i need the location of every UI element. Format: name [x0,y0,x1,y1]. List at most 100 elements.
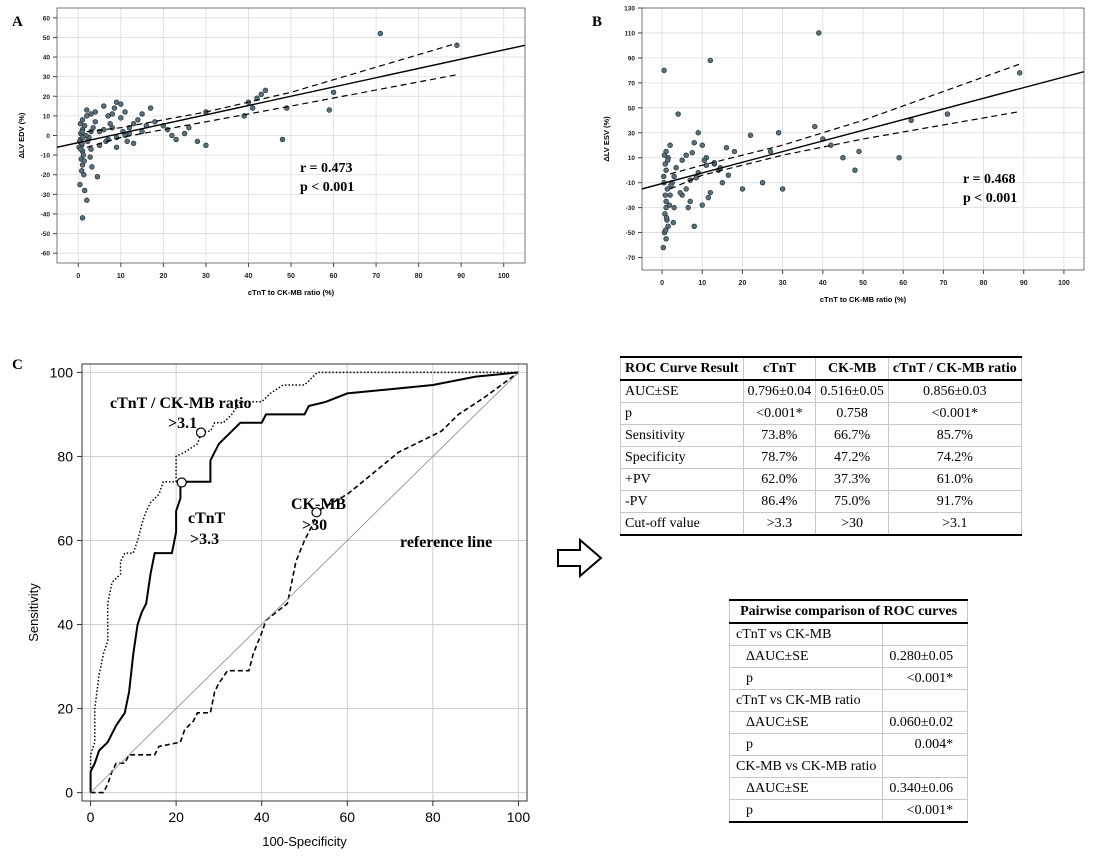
regression-line [642,70,1084,190]
y-tick-label: -20 [41,172,51,179]
roc-table-cell: 73.8% [742,424,817,447]
data-point [173,136,179,143]
data-point [84,107,90,113]
data-point [79,215,86,221]
curve-label-ckmb: CK-MB [291,496,346,513]
data-point [856,148,862,155]
pairwise-metric-label: ΔAUC±SE [728,645,884,668]
ci-lower-line [86,74,458,148]
data-point [695,130,701,136]
roc-table-cell: Cut-off value [620,512,744,536]
data-point [840,155,846,161]
x-axis-label: cTnT to CK-MB ratio (%) [248,288,335,297]
roc-table-cell: 0.758 [815,402,889,425]
roc-table-cell: <0.001* [742,402,817,425]
data-point [705,194,712,201]
roc-table-cell: <0.001* [887,402,1022,425]
pairwise-value-row: p <0.001* [728,667,969,690]
data-point [139,111,145,117]
x-tick-label: 40 [819,280,827,287]
data-point [739,186,746,192]
y-tick-label: 0 [65,785,73,801]
pairwise-metric-label: ΔAUC±SE [728,711,884,734]
y-tick-label: 10 [43,113,51,120]
y-tick-label: -60 [41,251,51,258]
data-point [667,192,673,198]
data-point [747,132,754,138]
pairwise-group-empty [882,622,969,646]
data-point [707,57,714,64]
data-point [663,214,670,221]
data-point [723,145,730,151]
y-tick-label: 130 [624,6,635,13]
data-point [662,161,669,167]
data-point [663,236,669,242]
data-point [663,167,669,173]
data-point [78,168,85,174]
x-tick-label: 90 [1020,280,1028,287]
data-point [683,186,689,192]
data-point [113,144,120,150]
data-point [852,167,858,173]
roc-curve-reference [90,372,519,793]
y-tick-label: 70 [628,80,636,87]
data-point [779,186,786,192]
data-point [679,157,685,163]
roc-header-cell: cTnT [742,356,817,381]
roc-table-cell: -PV [620,490,744,513]
data-point [660,244,666,251]
x-tick-label: 0 [76,273,80,280]
ci-lower-line [669,111,1020,190]
roc-table-cell: 0.856±0.03 [887,379,1022,403]
data-point [147,105,154,111]
roc-table-cell: >3.1 [887,512,1022,536]
roc-table-cell: 0.796±0.04 [742,379,817,403]
data-point [89,164,95,170]
data-point [88,111,94,117]
roc-table-row: Specificity 78.7% 47.2% 74.2% [620,446,1022,469]
data-point [828,142,834,148]
y-axis-label: Sensitivity [26,583,41,642]
roc-table-row: Sensitivity 73.8% 66.7% 85.7% [620,424,1022,447]
x-tick-label: 50 [859,280,867,287]
x-tick-label: 30 [202,273,210,280]
y-tick-label: -50 [41,231,51,238]
y-tick-label: 30 [43,74,51,81]
x-tick-label: 80 [980,280,988,287]
data-point [94,173,101,180]
data-point [186,124,192,131]
panel-letter-b: B [592,14,603,30]
data-point [139,128,145,135]
roc-table-cell: 47.2% [815,446,889,469]
pairwise-group-row: cTnT vs CK-MB [728,622,969,646]
pairwise-value-row: ΔAUC±SE 0.340±0.06 [728,777,969,800]
y-tick-label: 10 [628,155,636,162]
data-point [673,164,679,171]
data-point [88,146,94,152]
correlation-r-label: r = 0.468 [963,172,1015,187]
x-tick-label: 0 [660,280,664,287]
data-point [169,132,175,139]
data-point [668,182,674,188]
x-tick-label: 10 [698,280,706,287]
panel-letter-c: C [12,357,23,373]
roc-table-cell: 74.2% [887,446,1022,469]
data-point [1017,70,1023,76]
roc-table-cell: 78.7% [742,446,817,469]
x-tick-label: 0 [87,809,95,825]
y-tick-label: -10 [41,153,51,160]
ci-upper-line [669,63,1020,175]
data-point [135,117,141,123]
cutoff-marker-ctnt [176,477,187,488]
data-point [767,148,774,155]
roc-table-cell: 66.7% [815,424,889,447]
data-point [775,130,782,136]
data-point [78,146,84,152]
y-tick-label: -40 [41,211,51,218]
roc-table-cell: 61.0% [887,468,1022,491]
roc-table-row: AUC±SE 0.796±0.04 0.516±0.05 0.856±0.03 [620,379,1022,403]
x-tick-label: 10 [117,273,125,280]
data-point [203,142,209,149]
y-tick-label: 20 [57,701,73,717]
y-tick-label: 20 [43,94,51,101]
